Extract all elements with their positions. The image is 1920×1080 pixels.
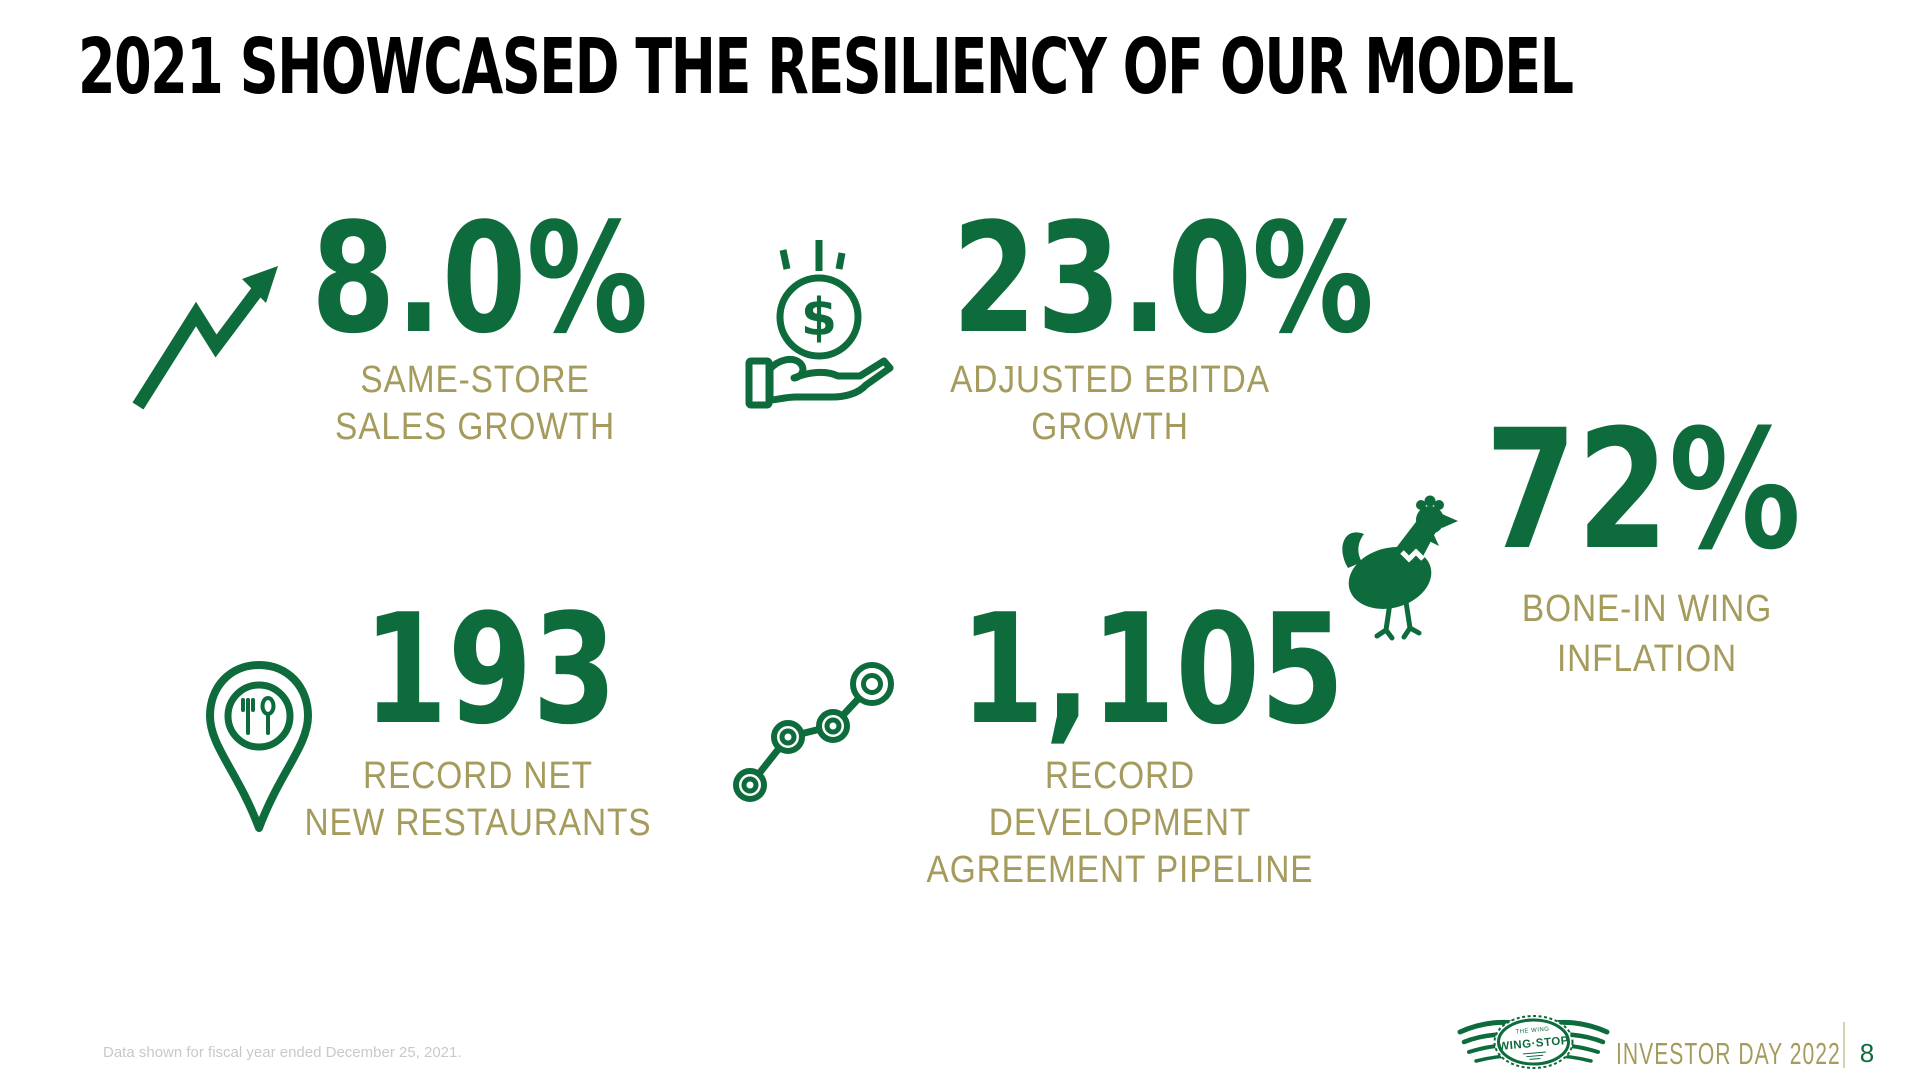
footnote: Data shown for fiscal year ended Decembe… xyxy=(103,1044,462,1061)
restaurant-location-pin-icon xyxy=(206,661,312,832)
stat-value: 72% xyxy=(1485,394,1801,586)
stat-value: 23.0% xyxy=(952,190,1374,367)
stat-label-line2: NEW RESTAURANTS xyxy=(304,802,652,844)
stat-label-line2: INFLATION xyxy=(1556,638,1738,680)
stat-label-line1: RECORD NET xyxy=(363,755,593,797)
chicken-icon xyxy=(1342,495,1458,641)
connected-nodes-icon xyxy=(733,662,894,802)
page-number: 8 xyxy=(1859,1038,1875,1068)
stat-label-line2: AGREEMENT PIPELINE xyxy=(926,849,1314,891)
stat-value: 193 xyxy=(363,581,617,758)
footer-divider xyxy=(1843,1022,1845,1068)
wingstop-logo: THE WING WING·STOP xyxy=(1457,1015,1610,1069)
stat-label: SAME-STORE SALES GROWTH xyxy=(273,357,678,451)
stat-value: 8.0% xyxy=(311,190,649,367)
stat-value: 1,105 xyxy=(960,581,1345,758)
stat-label: RECORD DEVELOPMENT AGREEMENT PIPELINE xyxy=(918,753,1323,894)
stat-label: ADJUSTED EBITDA GROWTH xyxy=(908,357,1313,451)
trend-up-arrow-icon xyxy=(132,266,278,410)
event-title: INVESTOR DAY 2022 xyxy=(1616,1036,1841,1071)
stat-label-line1: RECORD DEVELOPMENT xyxy=(988,755,1252,844)
stat-label: BONE-IN WING INFLATION xyxy=(1445,584,1850,684)
coin-in-hand-icon: $ xyxy=(745,240,894,409)
dollar-sign: $ xyxy=(801,288,837,348)
slide-title: 2021 SHOWCASED THE RESILIENCY OF OUR MOD… xyxy=(78,23,1574,112)
logo-top-text: THE WING xyxy=(1515,1027,1549,1036)
stat-label-line2: SALES GROWTH xyxy=(335,406,615,448)
stat-label: RECORD NET NEW RESTAURANTS xyxy=(276,753,681,847)
stat-label-line1: BONE-IN WING xyxy=(1521,588,1773,630)
stat-label-line2: GROWTH xyxy=(1031,406,1189,448)
stat-label-line1: ADJUSTED EBITDA xyxy=(950,359,1270,401)
stat-label-line1: SAME-STORE xyxy=(360,359,590,401)
